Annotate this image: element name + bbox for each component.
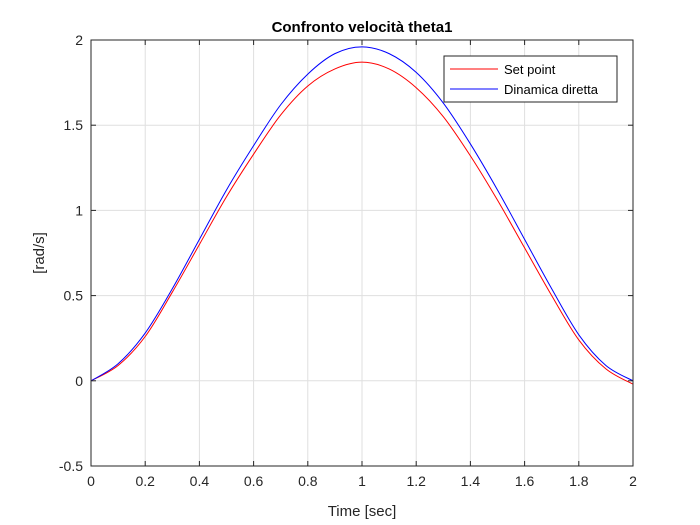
y-tick-label: 0.5 [64,288,84,304]
y-axis-label: [rad/s] [31,232,48,274]
series-line-dinamica-diretta [90,46,634,382]
x-tick-label: 0 [87,473,95,489]
ticks: 0 0.2 0.4 0.6 0.8 1 1.2 1.4 1.6 1.8 2-0.500.511.52 [59,32,637,489]
legend-label-set-point: Set point [504,62,556,77]
y-tick-label: 1 [75,202,83,218]
x-tick-label: 0.4 [190,473,210,489]
series-line-set-point [90,61,634,385]
x-tick-label: 2 [629,473,637,489]
x-tick-label: 0.2 [135,473,155,489]
x-tick-label: 0.8 [298,473,318,489]
legend-box [443,55,618,103]
y-tick-label: 1.5 [64,117,84,133]
y-tick-label: 0 [75,373,83,389]
y-tick-label: -0.5 [59,458,83,474]
x-tick-label: 1.4 [461,473,481,489]
x-tick-label: 1.6 [515,473,535,489]
series-layer [90,46,634,385]
x-tick-label: 1 [358,473,366,489]
y-tick-label: 2 [75,32,83,48]
x-tick-label: 1.8 [569,473,589,489]
legend: Set point Dinamica diretta [443,55,618,103]
x-axis-label: Time [sec] [328,503,397,520]
x-tick-label: 0.6 [244,473,264,489]
chart-title: Confronto velocità theta1 [272,19,453,36]
x-tick-label: 1.2 [406,473,426,489]
legend-label-dinamica-diretta: Dinamica diretta [504,82,599,97]
